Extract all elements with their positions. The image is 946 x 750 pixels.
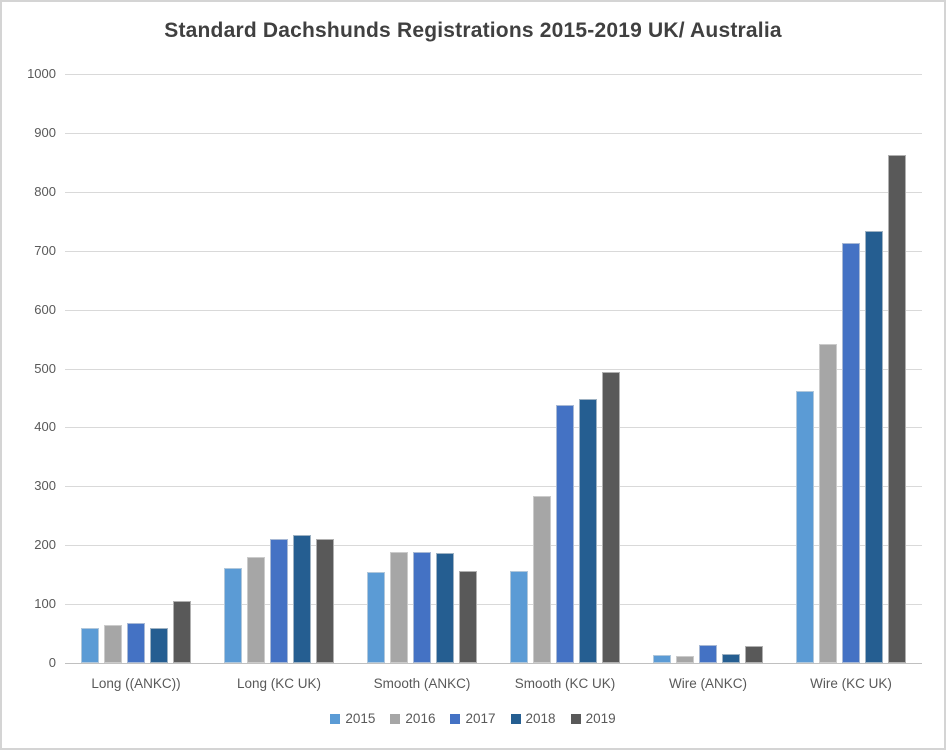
legend-label: 2019 <box>585 711 616 726</box>
bar-2018-long-ankc <box>150 628 168 663</box>
legend-item-2017: 2017 <box>450 711 496 726</box>
legend-item-2018: 2018 <box>510 711 556 726</box>
x-axis-category-label: Long (KC UK) <box>236 676 322 691</box>
bar-2016-wire-ankc <box>676 656 694 663</box>
bar-2016-wire-kc-uk <box>819 344 837 663</box>
bar-2019-wire-ankc <box>745 646 763 663</box>
bar-2019-smooth-kc-uk <box>602 372 620 663</box>
x-axis-category-label: Wire (KC UK) <box>810 676 892 691</box>
gridline <box>65 74 922 75</box>
y-axis-tick-label: 700 <box>34 243 56 258</box>
legend: 2015 2016 2017 2018 2019 <box>2 711 944 726</box>
gridline <box>65 427 922 428</box>
legend-swatch-icon <box>510 713 521 724</box>
bar-2017-smooth-kc-uk <box>556 405 574 663</box>
bar-2019-long-kc-uk <box>316 539 334 663</box>
x-axis-line <box>65 663 922 664</box>
bar-2017-wire-kc-uk <box>842 243 860 663</box>
gridline <box>65 251 922 252</box>
legend-label: 2017 <box>465 711 496 726</box>
gridline <box>65 310 922 311</box>
bar-2016-long-kc-uk <box>247 557 265 663</box>
legend-label: 2016 <box>405 711 436 726</box>
y-axis-tick-label: 200 <box>34 537 56 552</box>
bar-2019-smooth-ankc <box>459 571 477 663</box>
bar-2019-long-ankc <box>173 601 191 663</box>
bar-2018-wire-kc-uk <box>865 231 883 663</box>
y-axis-tick-label: 500 <box>34 361 56 376</box>
y-axis-tick-label: 0 <box>48 655 56 670</box>
legend-swatch-icon <box>330 713 341 724</box>
bar-2015-wire-ankc <box>653 655 671 663</box>
legend-swatch-icon <box>450 713 461 724</box>
bar-2015-wire-kc-uk <box>796 391 814 663</box>
chart-title: Standard Dachshunds Registrations 2015-2… <box>164 19 782 42</box>
x-axis-category-label: Smooth (ANKC) <box>373 676 471 691</box>
y-axis-tick-label: 100 <box>34 596 56 611</box>
bar-2019-wire-kc-uk <box>888 155 906 663</box>
legend-swatch-icon <box>390 713 401 724</box>
gridline <box>65 133 922 134</box>
legend-label: 2015 <box>345 711 376 726</box>
bar-2017-long-kc-uk <box>270 539 288 663</box>
legend-item-2015: 2015 <box>330 711 375 726</box>
legend-item-2019: 2019 <box>570 711 616 726</box>
bar-2017-long-ankc <box>127 623 145 663</box>
bar-2016-smooth-ankc <box>390 552 408 663</box>
bar-2018-wire-ankc <box>722 654 740 663</box>
x-axis-category-label: Smooth (KC UK) <box>514 676 616 691</box>
y-axis-tick-label: 600 <box>34 302 56 317</box>
gridline <box>65 604 922 605</box>
legend-swatch-icon <box>570 713 581 724</box>
gridline <box>65 545 922 546</box>
bar-2018-smooth-ankc <box>436 553 454 663</box>
bar-2015-long-kc-uk <box>224 568 242 663</box>
bar-2015-smooth-kc-uk <box>510 571 528 663</box>
gridline <box>65 369 922 370</box>
y-axis-tick-label: 400 <box>34 419 56 434</box>
bar-2017-wire-ankc <box>699 645 717 663</box>
gridline <box>65 192 922 193</box>
bar-2018-smooth-kc-uk <box>579 399 597 663</box>
bar-2016-smooth-kc-uk <box>533 496 551 663</box>
legend-item-2016: 2016 <box>390 711 435 726</box>
y-axis-tick-label: 1000 <box>27 66 56 81</box>
bar-2015-smooth-ankc <box>367 572 385 663</box>
bar-2016-long-ankc <box>104 625 122 663</box>
legend-label: 2018 <box>525 711 556 726</box>
gridline <box>65 486 922 487</box>
y-axis-tick-label: 300 <box>34 478 56 493</box>
bar-2015-long-ankc <box>81 628 99 663</box>
y-axis-tick-label: 800 <box>34 184 56 199</box>
y-axis-tick-label: 900 <box>34 125 56 140</box>
bar-2017-smooth-ankc <box>413 552 431 663</box>
x-axis-category-label: Wire (ANKC) <box>669 676 747 691</box>
x-axis-category-label: Long ((ANKC)) <box>91 676 181 691</box>
bar-2018-long-kc-uk <box>293 535 311 663</box>
